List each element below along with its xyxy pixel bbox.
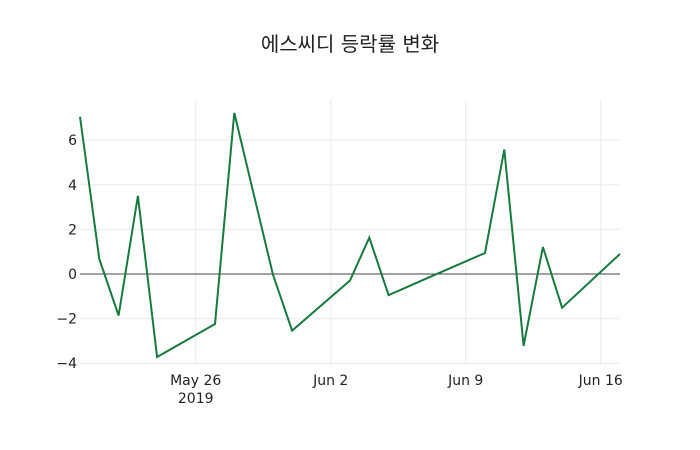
- y-tick-label: −2: [56, 312, 77, 328]
- data-line: [79, 112, 621, 359]
- x-tick-label: Jun 9: [447, 373, 483, 389]
- x-tick-label: Jun 2: [312, 373, 348, 389]
- y-tick-label: 0: [68, 267, 77, 283]
- y-tick-label: −4: [56, 356, 77, 372]
- chart-title: 에스씨디 등락률 변화: [260, 32, 440, 56]
- y-tick-label: 6: [68, 133, 77, 149]
- x-tick-label: May 26: [170, 373, 221, 389]
- gridlines: [80, 100, 620, 365]
- x-axis-ticks: May 26 2019 Jun 2 Jun 9 Jun 16: [170, 373, 623, 407]
- x-tick-label: Jun 16: [578, 373, 623, 389]
- x-tick-year-label: 2019: [178, 391, 214, 407]
- y-tick-label: 2: [68, 222, 77, 238]
- y-axis-ticks: 6 4 2 0 −2 −4: [56, 133, 77, 372]
- y-tick-label: 4: [68, 178, 77, 194]
